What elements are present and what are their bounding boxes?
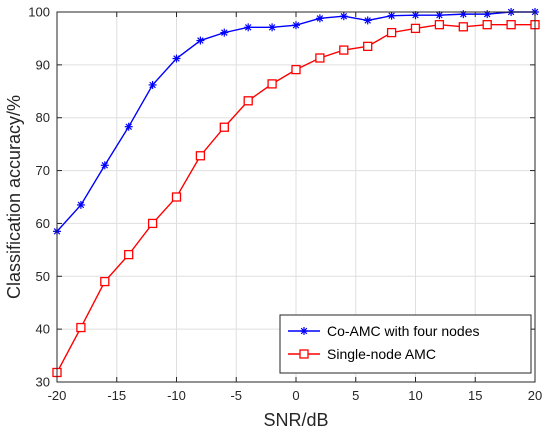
data-point (315, 14, 324, 23)
data-point (172, 54, 181, 63)
y-tick-label: 60 (36, 216, 50, 231)
x-tick-label: 5 (352, 388, 359, 403)
y-tick-label: 90 (36, 57, 50, 72)
legend-label: Co-AMC with four nodes (327, 323, 480, 339)
data-point (410, 23, 421, 34)
data-point (195, 151, 206, 161)
y-tick-label: 70 (36, 163, 50, 178)
data-point (124, 249, 134, 260)
x-tick-label: 0 (292, 388, 299, 403)
x-tick-label: 20 (528, 388, 542, 403)
x-tick-label: 10 (408, 388, 422, 403)
y-tick-label: 80 (36, 110, 50, 125)
data-point (482, 20, 492, 30)
data-point (100, 276, 110, 287)
data-point (171, 192, 182, 202)
legend-entry: Single-node AMC (288, 346, 436, 362)
data-point (100, 161, 109, 170)
data-point (124, 122, 133, 131)
x-axis-label: SNR/dB (263, 410, 328, 430)
data-point (363, 16, 372, 25)
data-point (243, 96, 253, 106)
data-point (339, 45, 349, 55)
x-tick-label: -20 (48, 388, 67, 403)
data-point (268, 23, 277, 32)
data-point (291, 64, 301, 75)
data-point (244, 23, 253, 32)
data-point (434, 20, 445, 30)
data-point (147, 218, 158, 229)
data-point (267, 79, 277, 89)
data-point (387, 11, 396, 20)
y-axis-label: Classification accuracy/% (4, 95, 24, 299)
legend-entry: Co-AMC with four nodes (288, 323, 480, 339)
data-point (483, 10, 492, 19)
legend-marker (299, 349, 309, 359)
data-point (196, 36, 205, 45)
x-tick-label: 15 (468, 388, 482, 403)
x-tick-label: -15 (107, 388, 126, 403)
y-tick-label: 40 (36, 322, 50, 337)
data-point (386, 27, 397, 38)
data-point (363, 41, 373, 52)
data-point (76, 322, 86, 333)
legend: Co-AMC with four nodes Single-node AMC (279, 314, 532, 374)
data-point (459, 10, 468, 19)
y-tick-label: 30 (36, 375, 50, 390)
legend-box (279, 314, 532, 374)
x-tick-label: -5 (230, 388, 242, 403)
data-point (220, 28, 229, 37)
y-tick-label: 100 (28, 5, 50, 20)
legend-label: Single-node AMC (327, 346, 436, 362)
data-point (458, 22, 468, 32)
data-point (435, 11, 444, 20)
data-point (339, 12, 348, 21)
data-point (506, 20, 516, 30)
data-point (292, 21, 300, 30)
x-tick-label: -10 (167, 388, 186, 403)
y-tick-label: 50 (36, 269, 50, 284)
legend-marker (300, 327, 308, 335)
data-point (148, 80, 157, 89)
data-point (76, 200, 85, 209)
data-point (219, 122, 229, 132)
axis-ticks: -20 -15 -10 -5 0 5 10 15 20 30 40 50 60 70 80 90 100 (28, 5, 542, 404)
data-point (315, 53, 325, 63)
